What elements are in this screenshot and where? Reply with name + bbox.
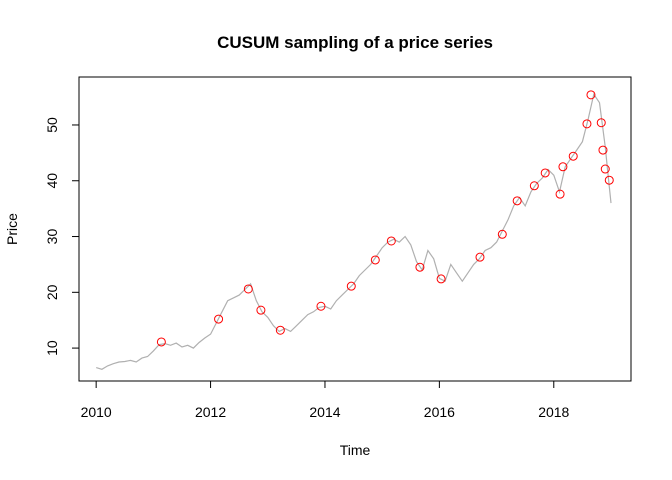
y-tick-label: 50	[44, 117, 60, 133]
x-tick-label: 2018	[538, 404, 569, 420]
y-tick-label: 20	[44, 284, 60, 300]
y-axis-label: Price	[4, 213, 20, 245]
sample-point	[475, 252, 485, 262]
sample-point	[370, 255, 380, 265]
sample-point	[604, 175, 614, 185]
x-tick-label: 2016	[424, 404, 455, 420]
price-line	[96, 92, 612, 370]
sample-point	[436, 274, 446, 284]
sample-point	[256, 305, 266, 315]
x-tick-label: 2010	[81, 404, 112, 420]
y-tick-label: 30	[44, 229, 60, 245]
sample-point	[243, 284, 253, 294]
y-tick-label: 40	[44, 173, 60, 189]
sample-point	[497, 229, 507, 239]
sample-point	[586, 90, 596, 100]
sample-point	[512, 196, 522, 206]
x-tick-label: 2014	[309, 404, 340, 420]
sample-point	[600, 164, 610, 174]
sample-point	[275, 325, 285, 335]
sample-point	[555, 189, 565, 199]
sample-point	[540, 168, 550, 178]
sample-point	[598, 145, 608, 155]
sample-point	[558, 162, 568, 172]
y-tick-label: 10	[44, 340, 60, 356]
sample-point	[316, 301, 326, 311]
sample-point	[568, 151, 578, 161]
sample-point	[582, 119, 592, 129]
x-axis-label: Time	[340, 442, 371, 458]
sample-point	[156, 337, 166, 347]
sample-point	[386, 236, 396, 246]
sample-point	[214, 314, 224, 324]
sample-point	[596, 118, 606, 128]
sample-point	[415, 262, 425, 272]
sample-point	[346, 281, 356, 291]
chart-title: CUSUM sampling of a price series	[217, 33, 493, 52]
plot-box	[78, 76, 632, 382]
x-tick-label: 2012	[195, 404, 226, 420]
sample-point	[529, 181, 539, 191]
